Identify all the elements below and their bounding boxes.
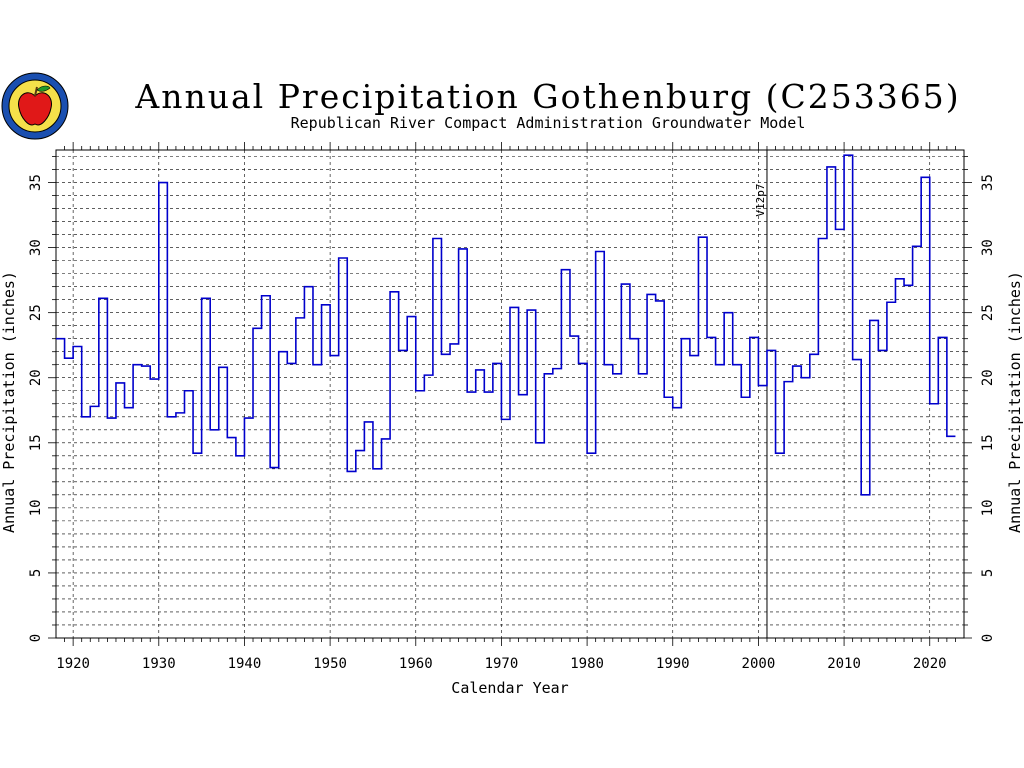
y-axis-label-right: Annual Precipitation (inches) [1006, 271, 1024, 533]
x-tick-label: 1950 [313, 656, 347, 672]
x-tick-label: 1960 [399, 656, 433, 672]
y-tick-label-left: 10 [28, 499, 44, 516]
x-tick-label: 2000 [742, 656, 776, 672]
y-tick-label-right: 20 [980, 369, 996, 386]
version-marker: V12p7 [754, 150, 768, 638]
y-tick-label-left: 35 [28, 174, 44, 191]
y-tick-label-left: 0 [28, 634, 44, 642]
y-tick-label-right: 0 [980, 634, 996, 642]
x-tick-label: 1940 [228, 656, 262, 672]
y-tick-label-right: 30 [980, 239, 996, 256]
x-tick-label: 1920 [56, 656, 90, 672]
apple-seal-icon [1, 72, 69, 140]
y-tick-label-left: 5 [28, 569, 44, 577]
x-axis-label: Calendar Year [451, 679, 568, 697]
chart-title: Annual Precipitation Gothenburg (C253365… [134, 77, 960, 116]
y-tick-label-right: 5 [980, 569, 996, 577]
y-tick-label-left: 25 [28, 304, 44, 321]
grid-lines [56, 150, 964, 638]
y-tick-label-right: 35 [980, 174, 996, 191]
y-axis-label-left: Annual Precipitation (inches) [0, 271, 18, 533]
x-tick-label: 1990 [656, 656, 690, 672]
x-tick-label: 2010 [827, 656, 861, 672]
x-tick-label: 1970 [485, 656, 519, 672]
chart-subtitle: Republican River Compact Administration … [291, 114, 806, 132]
x-tick-label: 1930 [142, 656, 176, 672]
x-tick-label: 2020 [913, 656, 947, 672]
y-tick-label-left: 30 [28, 239, 44, 256]
y-tick-label-right: 15 [980, 434, 996, 451]
version-marker-label: V12p7 [754, 183, 767, 216]
x-tick-label: 1980 [570, 656, 604, 672]
y-tick-label-right: 25 [980, 304, 996, 321]
y-tick-label-right: 10 [980, 499, 996, 516]
y-tick-label-left: 15 [28, 434, 44, 451]
precipitation-series-line [56, 154, 956, 496]
y-tick-label-left: 20 [28, 369, 44, 386]
